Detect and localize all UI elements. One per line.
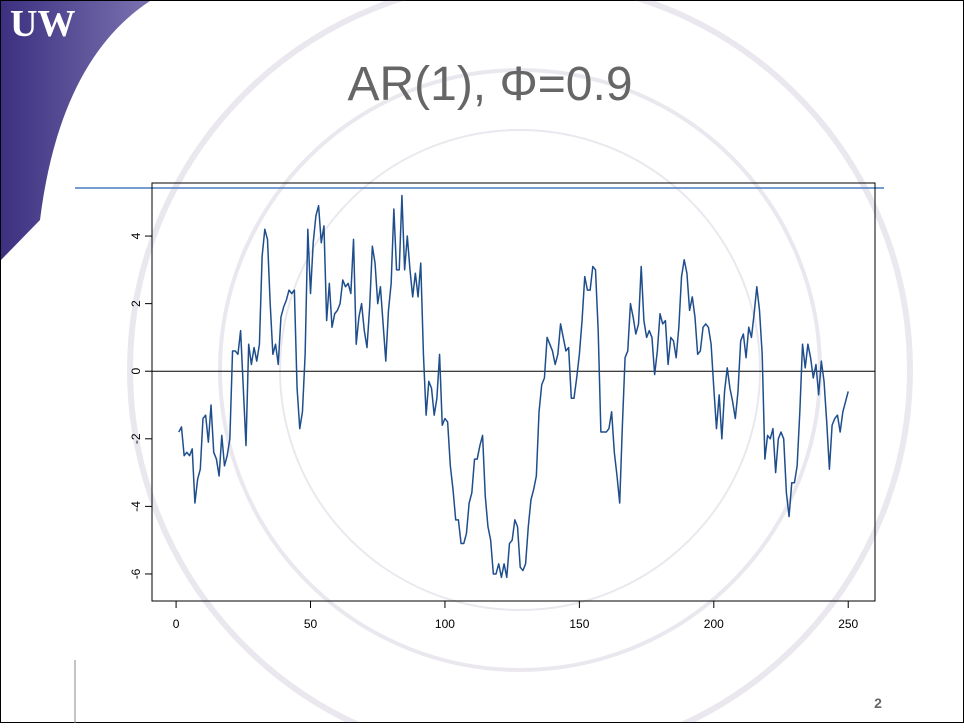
- x-tick-label: 50: [304, 617, 318, 631]
- series-line: [178, 194, 849, 579]
- x-tick-label: 200: [704, 617, 724, 631]
- y-tick-label: 2: [129, 300, 143, 307]
- y-tick-label: 4: [129, 232, 143, 239]
- chart-title: AR(1), Φ=0.9: [347, 58, 632, 111]
- y-tick-label: 0: [129, 368, 143, 375]
- logo-band: [1, 1, 150, 260]
- x-tick-label: 250: [838, 617, 858, 631]
- page-number: 2: [874, 695, 882, 711]
- y-tick-label: -4: [129, 501, 143, 512]
- logo: UW: [10, 3, 75, 45]
- x-tick-label: 100: [435, 617, 455, 631]
- plot-frame: [151, 182, 876, 602]
- x-tick-label: 150: [569, 617, 589, 631]
- y-tick-label: -6: [129, 568, 143, 579]
- y-tick-label: -2: [129, 433, 143, 444]
- x-tick-label: 0: [173, 617, 180, 631]
